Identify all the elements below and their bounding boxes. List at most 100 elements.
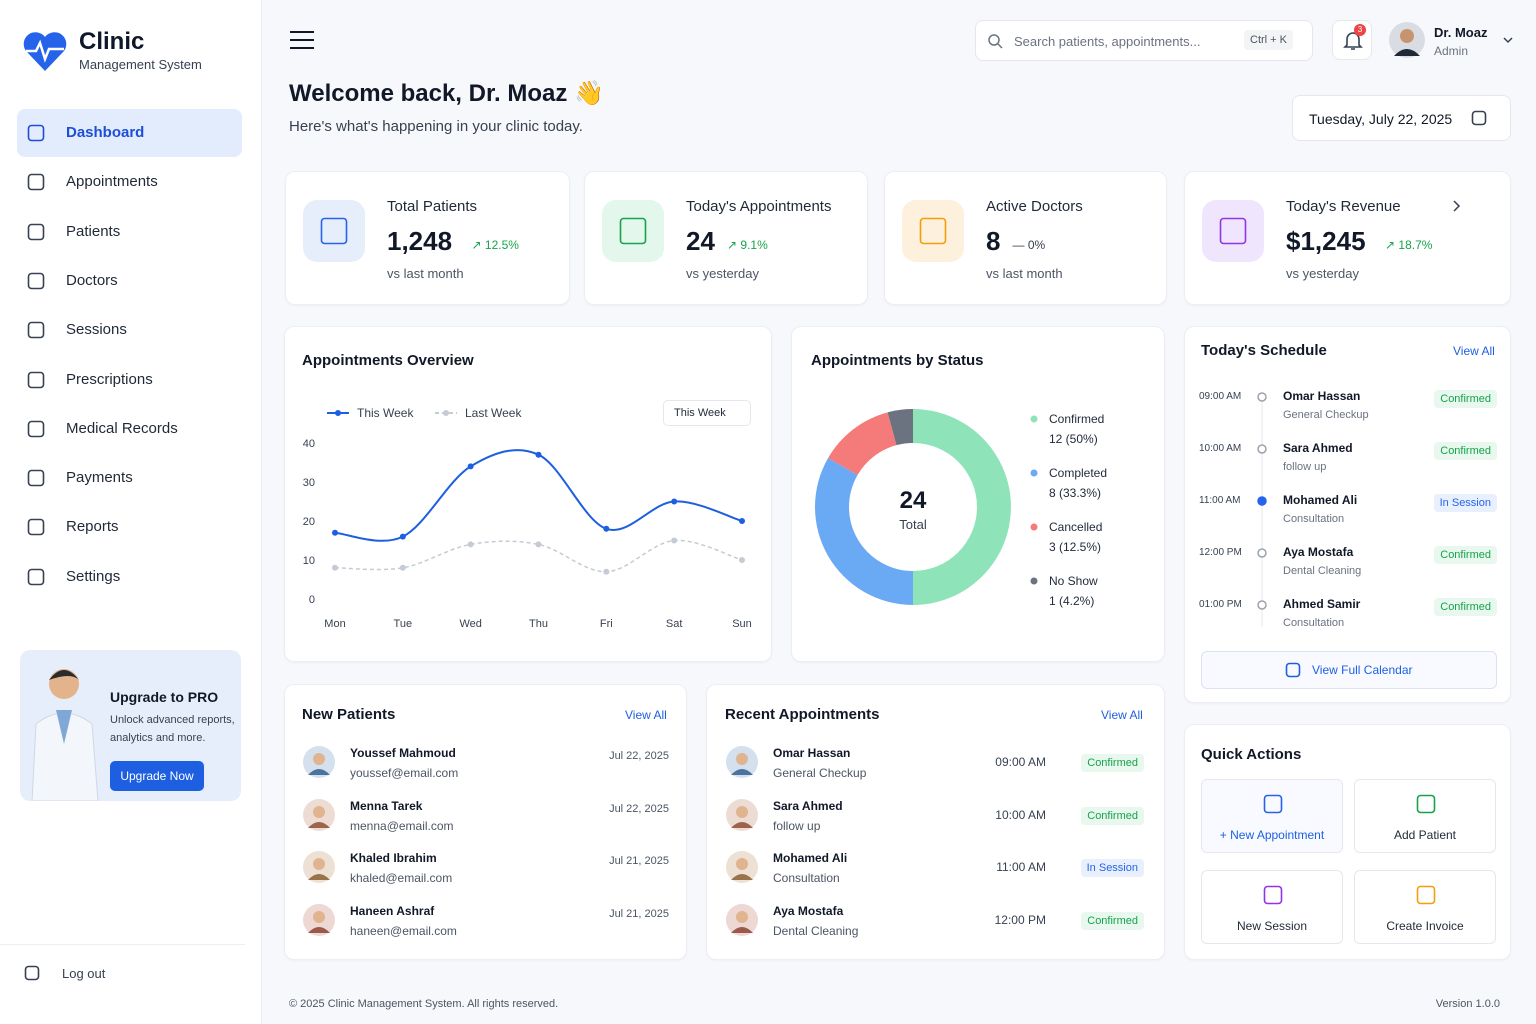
x-tick-label: Sun bbox=[732, 618, 752, 630]
series-line bbox=[334, 449, 743, 542]
status-badge: Confirmed bbox=[1081, 912, 1144, 931]
stat-change: ↗ 9.1% bbox=[727, 238, 768, 252]
quick-action[interactable]: + New Appointment bbox=[1201, 779, 1343, 853]
legend-label: Cancelled bbox=[1049, 520, 1102, 534]
stat-note: vs last month bbox=[986, 266, 1063, 281]
avatar-head bbox=[313, 805, 325, 818]
card-chevron bbox=[1453, 200, 1461, 212]
appointment-type: Dental Cleaning bbox=[773, 924, 859, 939]
range-dropdown[interactable]: This Week bbox=[663, 400, 751, 426]
patient-name: Menna Tarek bbox=[350, 798, 423, 813]
stat-change: — 0% bbox=[1012, 238, 1046, 252]
nav-item[interactable]: Dashboard bbox=[17, 109, 242, 157]
nav-item[interactable]: Prescriptions bbox=[17, 356, 242, 404]
icon-shape bbox=[27, 420, 45, 438]
data-point bbox=[671, 498, 678, 505]
donut-center-value: 24 bbox=[900, 487, 927, 514]
nav-item[interactable]: Settings bbox=[17, 553, 242, 601]
stat-change: ↗ 18.7% bbox=[1385, 238, 1433, 252]
icon bbox=[27, 173, 45, 191]
line-chart: 0 10 20 30 40 Mon Tue Wed Thu Fri Sat Sun This Week L… bbox=[303, 406, 752, 630]
legend-dot bbox=[1030, 469, 1038, 477]
view-all-link[interactable]: View All bbox=[1101, 708, 1143, 722]
avatar-body bbox=[308, 927, 330, 934]
doctor-shirt bbox=[56, 710, 72, 744]
x-tick-label: Tue bbox=[394, 618, 413, 630]
icon bbox=[320, 217, 348, 245]
icon bbox=[27, 321, 45, 339]
notification-button[interactable]: 3 bbox=[1332, 20, 1372, 60]
icon bbox=[919, 217, 947, 245]
schedule-name: Sara Ahmed bbox=[1283, 441, 1353, 455]
status-badge: Confirmed bbox=[1434, 598, 1497, 616]
appointment-name: Aya Mostafa bbox=[773, 904, 844, 919]
quick-action[interactable]: Create Invoice bbox=[1354, 870, 1496, 944]
legend-label: No Show bbox=[1049, 574, 1098, 588]
avatar-head bbox=[1400, 29, 1414, 43]
icon-shape bbox=[1263, 794, 1283, 814]
card-title: Quick Actions bbox=[1201, 746, 1302, 763]
avatar-body bbox=[731, 821, 753, 828]
icon bbox=[1285, 662, 1301, 678]
patient-name: Haneen Ashraf bbox=[350, 904, 435, 919]
view-all-link[interactable]: View All bbox=[1453, 344, 1495, 358]
stat-value: 8 bbox=[986, 226, 1001, 256]
view-calendar-button[interactable]: View Full Calendar bbox=[1201, 651, 1497, 689]
avatar bbox=[303, 904, 335, 937]
doctor-illustration bbox=[31, 669, 99, 801]
upgrade-button[interactable]: Upgrade Now bbox=[110, 761, 204, 791]
quick-action[interactable]: New Session bbox=[1201, 870, 1343, 944]
donut-segment bbox=[887, 409, 913, 446]
donut-segment bbox=[828, 412, 897, 475]
nav-item[interactable]: Reports bbox=[17, 503, 242, 551]
stat-label: Total Patients bbox=[387, 198, 478, 215]
search-box[interactable]: Search patients, appointments... Ctrl + K bbox=[975, 20, 1313, 61]
logout[interactable]: Log out bbox=[24, 962, 174, 986]
legend-dot bbox=[1030, 415, 1038, 423]
legend-label: Completed bbox=[1049, 466, 1107, 480]
nav-item[interactable]: Doctors bbox=[17, 257, 242, 305]
avatar bbox=[303, 851, 335, 884]
status-badge: Confirmed bbox=[1081, 806, 1144, 825]
patient-date: Jul 22, 2025 bbox=[609, 750, 669, 762]
date-picker[interactable]: Tuesday, July 22, 2025 bbox=[1292, 95, 1511, 141]
appointment-name: Mohamed Ali bbox=[773, 851, 848, 866]
view-all-link[interactable]: View All bbox=[625, 708, 667, 722]
icon bbox=[1263, 885, 1283, 905]
button-label: View Full Calendar bbox=[1312, 663, 1413, 677]
avatar-head bbox=[313, 858, 325, 871]
icon-shape bbox=[619, 217, 647, 245]
icon bbox=[619, 217, 647, 245]
avatar-body bbox=[308, 769, 330, 775]
data-point bbox=[467, 463, 474, 470]
appointment-name: Sara Ahmed bbox=[773, 798, 843, 813]
avatar-head bbox=[313, 753, 325, 765]
quick-action[interactable]: Add Patient bbox=[1354, 779, 1496, 853]
legend-dot bbox=[335, 410, 341, 416]
user-avatar bbox=[1389, 22, 1425, 58]
status-badge: Confirmed bbox=[1434, 390, 1497, 408]
stat-icon bbox=[1202, 200, 1264, 262]
avatar-body bbox=[308, 874, 330, 881]
legend-value: 8 (33.3%) bbox=[1049, 486, 1101, 500]
schedule-name: Mohamed Ali bbox=[1283, 493, 1358, 507]
stat-value: 1,248 bbox=[387, 226, 453, 256]
nav-item[interactable]: Appointments bbox=[17, 158, 242, 206]
nav-item[interactable]: Sessions bbox=[17, 306, 242, 354]
nav-item[interactable]: Patients bbox=[17, 208, 242, 256]
quick-action-label: New Session bbox=[1236, 919, 1308, 933]
icon bbox=[27, 568, 45, 585]
x-tick-label: Mon bbox=[324, 618, 345, 630]
icon-shape bbox=[27, 321, 45, 339]
welcome-subtitle: Here's what's happening in your clinic t… bbox=[289, 118, 583, 135]
stat-icon bbox=[902, 200, 964, 262]
nav-item[interactable]: Medical Records bbox=[17, 405, 242, 453]
nav-item[interactable]: Payments bbox=[17, 454, 242, 502]
data-point bbox=[467, 541, 474, 548]
search-shortcut: Ctrl + K bbox=[1244, 30, 1293, 50]
footer-version: Version 1.0.0 bbox=[1435, 998, 1500, 1010]
icon-shape bbox=[27, 223, 45, 240]
patient-date: Jul 21, 2025 bbox=[609, 855, 669, 868]
avatar-body bbox=[731, 769, 753, 775]
upgrade-text: Unlock advanced reports, analytics and m… bbox=[110, 714, 235, 744]
